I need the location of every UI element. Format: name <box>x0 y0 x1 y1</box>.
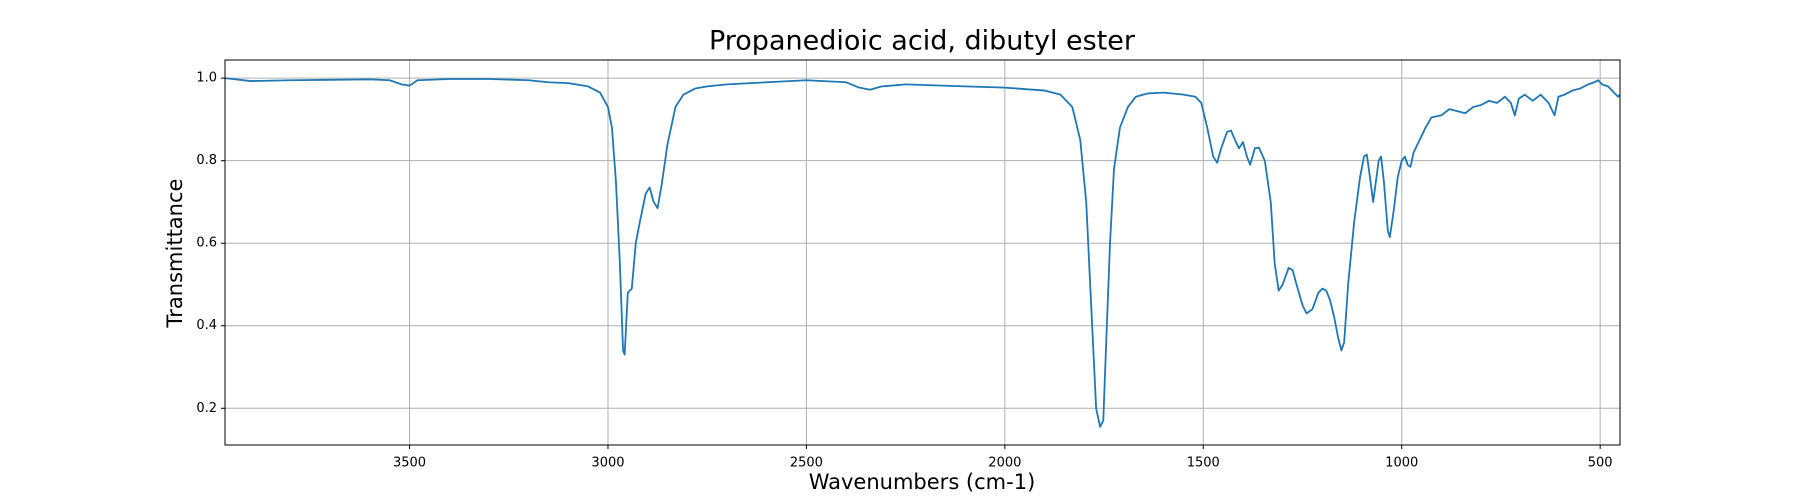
x-axis-label: Wavenumbers (cm-1) <box>809 470 1036 494</box>
y-axis-label: Transmittance <box>163 179 187 329</box>
plot-frame <box>224 59 1621 446</box>
grid: 3500 3000 2500 2000 1500 1000 500 1.0 0.8 0.6 0.4 0… <box>196 60 1620 471</box>
x-tick-label: 3500 <box>393 456 426 471</box>
chart-title: Propanedioic acid, dibutyl ester <box>709 26 1136 57</box>
x-tick-label: 2000 <box>988 456 1021 471</box>
plot <box>224 77 1621 428</box>
y-tick-label: 0.8 <box>196 153 217 168</box>
y-tick-label: 0.4 <box>196 318 217 333</box>
x-tick-label: 500 <box>1588 456 1613 471</box>
y-tick-label: 0.6 <box>196 236 217 251</box>
y-tick-label: 0.2 <box>196 401 217 416</box>
spectrum-line <box>224 77 1621 428</box>
x-tick-label: 2500 <box>790 456 823 471</box>
x-tick-label: 3000 <box>591 456 624 471</box>
x-tick-label: 1500 <box>1187 456 1220 471</box>
y-tick-label: 1.0 <box>196 71 217 86</box>
x-tick-label: 1000 <box>1385 456 1418 471</box>
